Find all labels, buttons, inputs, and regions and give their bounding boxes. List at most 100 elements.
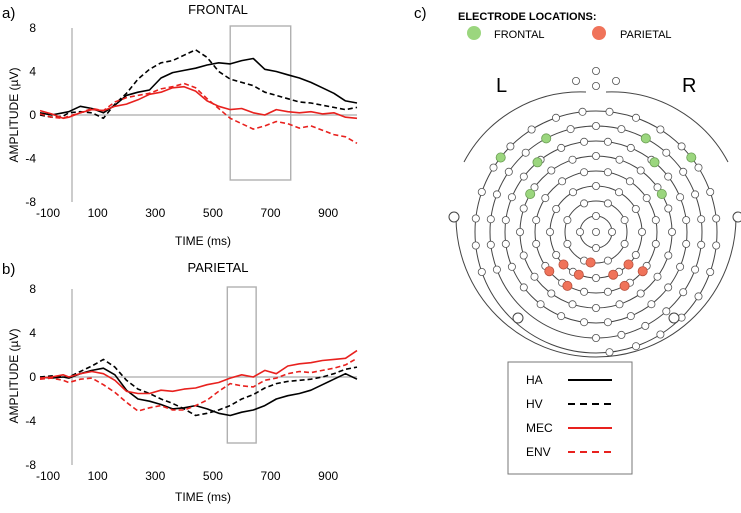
electrode [608, 227, 617, 236]
x-tick-label: 900 [318, 206, 338, 220]
panel-letter-b: b) [2, 261, 15, 278]
electrode [592, 243, 601, 252]
series-line-hv [39, 49, 358, 120]
electrode [552, 204, 561, 213]
series-line-ha [39, 367, 358, 417]
electrode [471, 214, 480, 223]
electrode [563, 239, 572, 248]
x-tick-label: 300 [145, 206, 165, 220]
electrode [592, 333, 601, 342]
electrode [656, 330, 665, 339]
parietal-electrode [544, 266, 555, 277]
electrode [507, 262, 516, 271]
electrode [620, 239, 629, 248]
electrode [576, 227, 585, 236]
electrode [557, 312, 566, 321]
electrode [486, 240, 495, 249]
electrode [697, 215, 706, 224]
electrode [471, 241, 480, 250]
panel-letter-a: a) [2, 5, 15, 22]
parietal-group-label: PARIETAL [620, 29, 672, 41]
electrode-map [448, 67, 741, 358]
electrode [527, 125, 536, 134]
frontal-chart-ylabel: AMPLITUDE (µV) [7, 68, 21, 163]
series-line-mec [39, 349, 358, 395]
electrode [662, 307, 671, 316]
parietal-chart-title: PARIETAL [188, 260, 249, 275]
electrode [572, 77, 581, 86]
y-tick-label: -8 [25, 195, 36, 209]
frontal-electrode [649, 157, 660, 168]
electrode [519, 283, 528, 292]
electrode [605, 348, 614, 357]
electrode [592, 273, 601, 282]
electrode [697, 240, 706, 249]
x-tick-label: -100 [36, 469, 60, 483]
electrode [615, 188, 624, 197]
x-tick-label: -100 [36, 206, 60, 220]
series-line-env [39, 357, 358, 412]
electrode [568, 155, 577, 164]
frontal-electrode [541, 133, 552, 144]
series-line-ha [39, 57, 358, 116]
electrode [519, 251, 528, 260]
frontal-electrode [686, 152, 697, 163]
electrode [706, 267, 715, 276]
electrode [651, 239, 660, 248]
electrode [603, 287, 612, 296]
electrode [519, 172, 528, 181]
electrode [691, 190, 700, 199]
time-window-highlight [226, 286, 257, 444]
electrode [647, 300, 656, 309]
parietal-chart-ylabel: AMPLITUDE (µV) [7, 329, 21, 424]
electrode [626, 143, 635, 152]
electrode [656, 125, 665, 134]
electrode [653, 183, 662, 192]
line-legend: HA HV MEC ENV [507, 361, 633, 475]
frontal-electrode [495, 152, 506, 163]
reference-electrode [732, 211, 741, 223]
electrode [580, 287, 589, 296]
electrode [558, 177, 567, 186]
x-tick-label: 100 [88, 206, 108, 220]
electrode [504, 167, 513, 176]
frontal-electrode [656, 188, 667, 199]
electrode [712, 241, 721, 250]
electrode [521, 148, 530, 157]
x-tick-label: 700 [261, 469, 281, 483]
parietal-electrode [637, 266, 648, 277]
electrode [632, 342, 641, 351]
frontal-electrode-swatch [467, 26, 481, 40]
electrode [603, 256, 612, 265]
electrode [580, 318, 589, 327]
electrode [530, 272, 539, 281]
electrode [532, 239, 541, 248]
electrode [578, 107, 587, 116]
electrode [653, 272, 662, 281]
frontal-electrode [532, 157, 543, 168]
electrode [632, 113, 641, 122]
electrode [580, 168, 589, 177]
x-tick-label: 500 [203, 469, 223, 483]
electrode [489, 163, 498, 172]
legend-label-hv: HV [526, 397, 543, 411]
electrode [679, 288, 688, 297]
parietal-electrode [623, 259, 634, 270]
electrode [664, 251, 673, 260]
electrode [706, 187, 715, 196]
parietal-electrode [619, 280, 630, 291]
parietal-electrode [608, 269, 619, 280]
y-tick-label: 0 [29, 108, 36, 122]
parietal-electrode [585, 257, 596, 268]
reference-electrode [448, 211, 460, 223]
frontal-electrode [525, 188, 536, 199]
electrode [592, 82, 601, 91]
y-tick-label: 8 [29, 21, 36, 35]
electrode [631, 250, 640, 259]
right-hemisphere-label: R [682, 75, 696, 97]
electrode [691, 265, 700, 274]
parietal-electrode [562, 280, 573, 291]
scalp-ring [534, 170, 658, 294]
frontal-chart: FRONTAL AMPLITUDE (µV) TIME (ms) 8 4 0 -4 -8… [7, 2, 358, 248]
